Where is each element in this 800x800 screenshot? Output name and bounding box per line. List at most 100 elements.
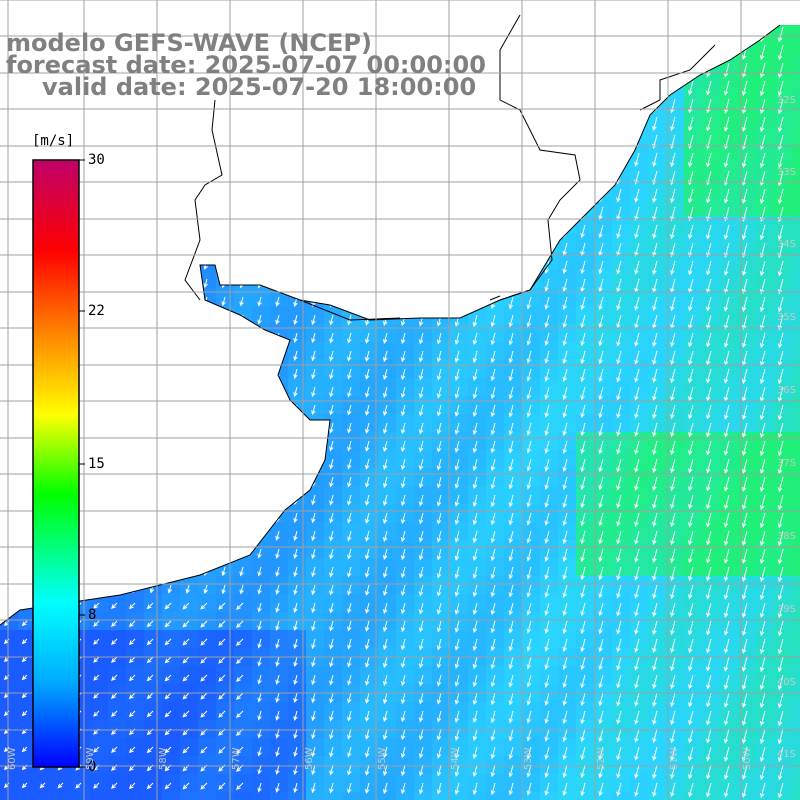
wind-arrow <box>634 260 640 275</box>
wind-arrow <box>167 224 172 234</box>
speed-cell <box>756 36 775 55</box>
speed-cell <box>522 792 541 800</box>
speed-cell <box>54 108 73 127</box>
speed-cell <box>720 234 739 253</box>
speed-cell <box>576 0 595 19</box>
wind-arrow <box>95 386 101 395</box>
speed-cell <box>666 468 685 487</box>
wind-arrow <box>759 728 766 745</box>
speed-cell <box>198 360 217 379</box>
wind-arrow <box>724 530 730 546</box>
speed-cell <box>144 450 163 469</box>
wind-arrow <box>418 116 424 129</box>
speed-cell <box>270 198 289 217</box>
wind-arrow <box>580 584 586 599</box>
speed-cell <box>666 432 685 451</box>
wind-arrow <box>203 422 208 433</box>
wind-arrow <box>508 44 514 58</box>
wind-arrow <box>508 512 514 526</box>
colorbar-tick-label-22: 22 <box>88 303 105 319</box>
wind-arrow <box>218 656 226 664</box>
speed-cell <box>414 738 433 757</box>
wind-arrow <box>185 566 190 576</box>
lat-label-33s: 33S <box>776 167 796 178</box>
speed-cell <box>108 468 127 487</box>
wind-arrow <box>580 458 586 473</box>
wind-arrow <box>329 656 334 668</box>
speed-cell <box>378 234 397 253</box>
wind-arrow <box>652 260 658 275</box>
speed-cell <box>126 108 145 127</box>
speed-cell <box>450 558 469 577</box>
speed-cell <box>522 738 541 757</box>
wind-arrow <box>149 368 155 378</box>
wind-arrow <box>508 710 514 724</box>
speed-cell <box>522 360 541 379</box>
speed-cell <box>558 468 577 487</box>
speed-cell <box>504 450 523 469</box>
wind-arrow <box>400 548 406 561</box>
wind-arrow <box>185 584 190 594</box>
speed-cell <box>216 450 235 469</box>
speed-cell <box>0 630 19 649</box>
wind-arrow <box>113 422 119 432</box>
speed-cell <box>594 522 613 541</box>
speed-cell <box>396 414 415 433</box>
speed-cell <box>702 378 721 397</box>
wind-arrow <box>347 656 352 668</box>
wind-arrow <box>311 566 316 578</box>
speed-cell <box>630 468 649 487</box>
speed-cell <box>702 216 721 235</box>
wind-arrow <box>95 422 101 431</box>
speed-cell <box>666 738 685 757</box>
speed-cell <box>702 612 721 631</box>
wind-arrow <box>235 656 244 665</box>
wind-arrow <box>562 422 568 437</box>
wind-arrow <box>562 296 568 311</box>
speed-cell <box>450 288 469 307</box>
speed-cell <box>270 288 289 307</box>
wind-arrow <box>347 242 352 254</box>
wind-arrow <box>258 9 262 18</box>
speed-cell <box>720 666 739 685</box>
wind-arrow <box>400 440 406 453</box>
speed-cell <box>648 594 667 613</box>
speed-cell <box>738 666 757 685</box>
speed-cell <box>162 486 181 505</box>
colorbar-tick-label-30: 30 <box>88 152 105 168</box>
speed-cell <box>216 198 235 217</box>
speed-cell <box>666 0 685 19</box>
speed-cell <box>378 540 397 559</box>
speed-cell <box>612 486 631 505</box>
speed-cell <box>684 738 703 757</box>
wind-arrow <box>526 422 532 436</box>
wind-arrow <box>490 440 496 454</box>
speed-cell <box>684 468 703 487</box>
speed-cell <box>216 378 235 397</box>
wind-arrow <box>182 638 190 646</box>
wind-arrow <box>490 692 496 706</box>
speed-cell <box>576 792 595 800</box>
speed-cell <box>792 108 800 127</box>
wind-arrow <box>311 404 316 416</box>
wind-arrow <box>383 602 388 615</box>
speed-cell <box>792 36 800 55</box>
wind-arrow <box>418 764 424 777</box>
wind-arrow <box>544 134 550 148</box>
speed-cell <box>0 144 19 163</box>
speed-cell <box>252 666 271 685</box>
wind-arrow <box>365 188 370 200</box>
speed-cell <box>666 396 685 415</box>
speed-cell <box>738 108 757 127</box>
speed-cell <box>648 126 667 145</box>
speed-cell <box>504 378 523 397</box>
wind-arrow <box>724 98 730 114</box>
speed-cell <box>756 522 775 541</box>
speed-cell <box>630 36 649 55</box>
speed-cell <box>252 792 271 800</box>
speed-cell <box>792 126 800 145</box>
speed-cell <box>720 630 739 649</box>
wind-arrow <box>670 764 676 780</box>
wind-arrow <box>110 674 118 682</box>
wind-arrow <box>490 188 496 202</box>
